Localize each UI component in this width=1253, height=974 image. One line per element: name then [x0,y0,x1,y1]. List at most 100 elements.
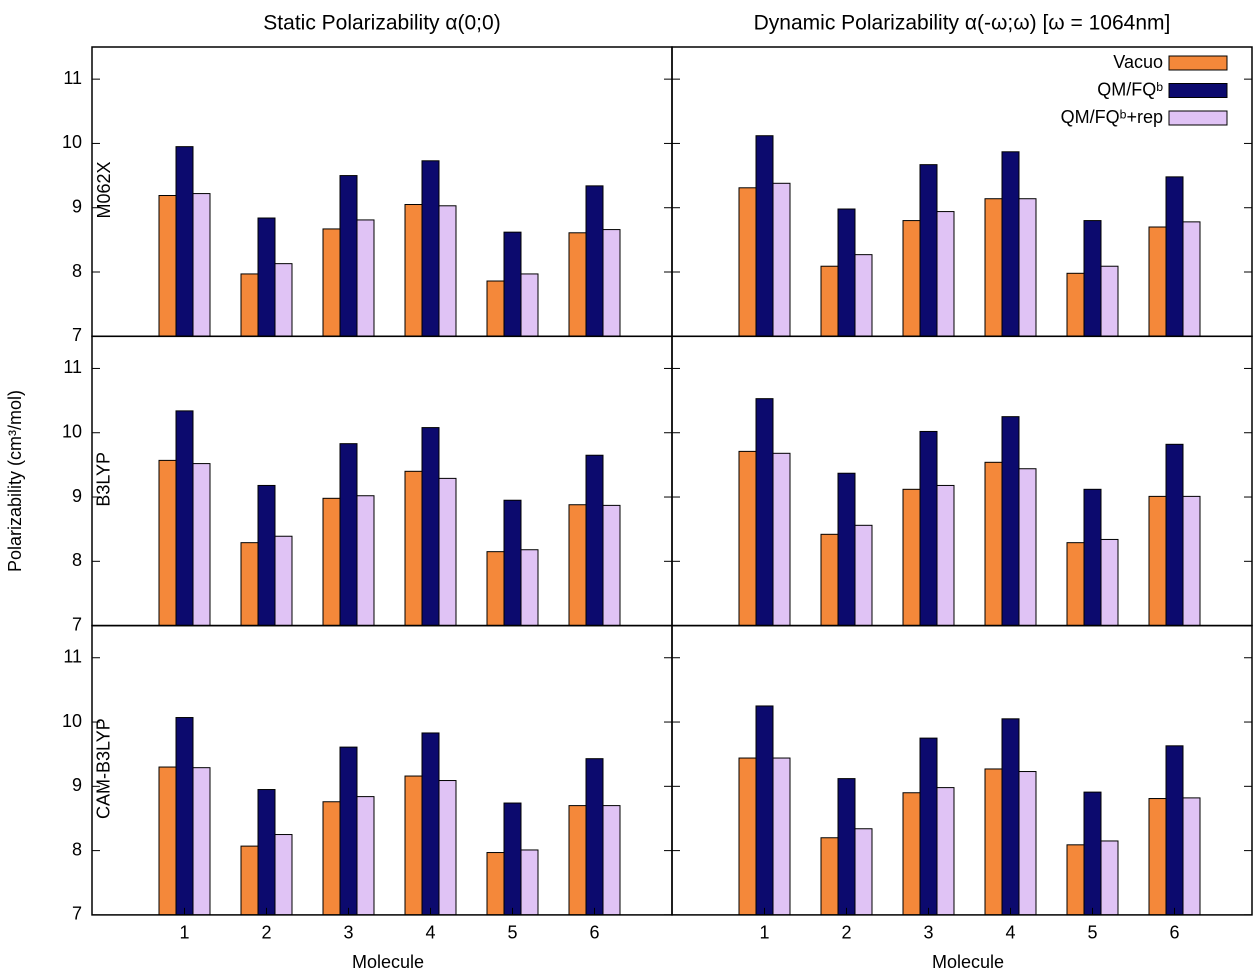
bar [1165,443,1184,627]
bar [738,187,757,337]
bar [240,845,259,916]
x-tick-label: 4 [1005,923,1015,943]
x-tick-label: 4 [425,923,435,943]
bar [585,758,604,916]
bar [755,398,774,627]
bar [438,205,457,337]
bar [158,459,177,627]
bar [503,499,522,627]
y-tick-label: 11 [63,68,82,88]
bar [1083,488,1102,627]
bar [919,164,938,337]
bar [1001,151,1020,337]
bar [322,497,341,627]
bar [1182,495,1201,627]
bar [158,766,177,916]
bar [1100,840,1119,916]
bar [1001,718,1020,916]
y-tick-label: 10 [62,711,82,731]
bar [274,263,293,337]
bar [820,533,839,627]
bar [257,789,276,916]
bar [240,542,259,627]
y-tick-label: 10 [62,132,82,152]
bar [755,705,774,916]
bar [1066,542,1085,627]
x-axis-label: Molecule [932,952,1004,972]
bar [936,787,955,916]
row-label: B3LYP [94,452,114,507]
bar [902,488,921,627]
x-tick-label: 1 [759,923,769,943]
bar [158,195,177,337]
bar [1165,176,1184,337]
x-tick-label: 1 [179,923,189,943]
bar [1182,221,1201,337]
bar [854,254,873,337]
bar [936,484,955,627]
bar [421,732,440,916]
bar [322,801,341,916]
bar [854,524,873,627]
legend-label: Vacuo [1113,52,1163,72]
y-tick-label: 7 [72,325,82,345]
bar [837,472,856,627]
bar [438,477,457,627]
x-tick-label: 5 [1087,923,1097,943]
panel-title: Static Polarizability α(0;0) [263,12,500,35]
y-tick-label: 8 [72,839,82,859]
y-tick-label: 7 [72,614,82,634]
bar [568,805,587,916]
bar [738,757,757,916]
bar [175,717,194,916]
bar [820,837,839,916]
x-tick-label: 2 [261,923,271,943]
y-tick-label: 9 [72,486,82,506]
bar [602,229,621,337]
legend-label: QM/FQᵇ [1097,79,1163,99]
bar [837,778,856,916]
bar [421,427,440,627]
y-tick-label: 10 [62,421,82,441]
legend-swatch [1168,110,1228,126]
bar [192,193,211,337]
y-axis-label: Polarizability (cm³/mol) [5,390,25,572]
bar [585,185,604,337]
bar [356,219,375,337]
bar [568,232,587,337]
row-label: CAM-B3LYP [94,718,114,819]
bar [192,767,211,916]
panel-title: Dynamic Polarizability α(-ω;ω) [ω = 1064… [754,12,1171,35]
x-tick-label: 3 [343,923,353,943]
bar [520,849,539,916]
bar [902,220,921,337]
bar [175,146,194,337]
bar [339,175,358,337]
bar [1066,272,1085,337]
bar [339,746,358,916]
bar [919,430,938,627]
bar [1100,265,1119,337]
bar [274,834,293,916]
bar [520,273,539,337]
bar [772,757,791,916]
y-tick-label: 8 [72,550,82,570]
x-axis-label: Molecule [352,952,424,972]
bar [602,504,621,627]
bar [820,265,839,337]
bar [936,211,955,337]
bar [438,780,457,916]
y-tick-label: 9 [72,196,82,216]
bar [755,135,774,337]
bar [503,231,522,337]
bar [772,182,791,337]
bar [854,828,873,916]
bar [486,852,505,916]
row-label: M062X [94,161,114,218]
legend-label: QM/FQᵇ+rep [1061,107,1163,127]
bar [1165,745,1184,916]
bar [1066,844,1085,916]
bar [322,228,341,337]
bar [274,535,293,627]
